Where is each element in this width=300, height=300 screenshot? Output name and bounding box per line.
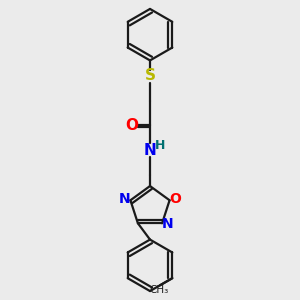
Text: CH₃: CH₃ (149, 284, 168, 295)
Text: N: N (162, 217, 174, 231)
Text: H: H (155, 140, 166, 152)
Text: O: O (125, 118, 138, 133)
Text: N: N (119, 192, 130, 206)
Text: O: O (169, 192, 181, 206)
Text: S: S (145, 68, 155, 83)
Text: N: N (144, 142, 156, 158)
